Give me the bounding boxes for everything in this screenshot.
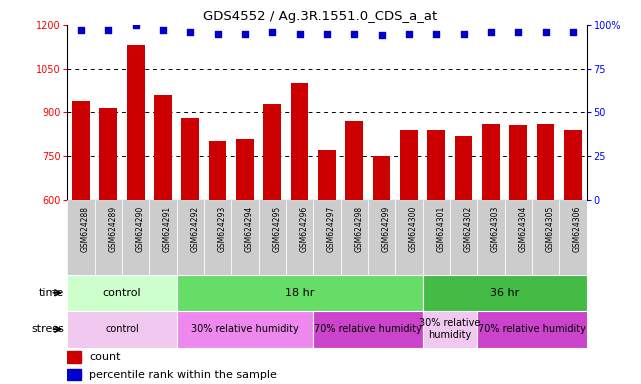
Text: GSM624290: GSM624290 [136,206,145,252]
Bar [154,95,172,200]
Bar [122,200,149,275]
Point [513,29,523,35]
Bar [149,200,177,275]
Text: 30% relative humidity: 30% relative humidity [191,324,299,334]
Text: GSM624300: GSM624300 [409,206,418,252]
Bar [291,83,308,200]
Text: 30% relative
humidity: 30% relative humidity [419,318,481,340]
Bar [318,150,336,200]
Text: GSM624306: GSM624306 [573,206,582,252]
Bar [450,200,477,275]
Bar [67,311,177,348]
Text: GSM624288: GSM624288 [81,206,90,252]
Point [267,29,278,35]
Text: GSM624301: GSM624301 [437,206,445,252]
Bar [236,139,254,200]
Text: 18 hr: 18 hr [285,288,314,298]
Text: GSM624298: GSM624298 [354,206,363,252]
Bar [537,124,554,200]
Bar [67,369,81,380]
Point [322,31,332,37]
Bar [428,130,445,200]
Text: GSM624289: GSM624289 [108,206,117,252]
Text: stress: stress [31,324,64,334]
Bar [127,45,144,200]
Bar [177,200,204,275]
Bar [209,141,226,200]
Bar [504,200,532,275]
Bar [67,275,177,311]
Point [212,31,222,37]
Bar [99,108,117,200]
Bar [313,200,340,275]
Bar [181,118,199,200]
Bar [477,200,504,275]
Text: 36 hr: 36 hr [490,288,519,298]
Bar [422,200,450,275]
Bar [400,130,418,200]
Point [131,22,141,28]
Bar [422,275,587,311]
Text: GSM624303: GSM624303 [491,206,500,252]
Bar [286,200,313,275]
Point [76,27,86,33]
Text: GSM624295: GSM624295 [272,206,281,252]
Bar [532,200,559,275]
Text: GSM624302: GSM624302 [463,206,472,252]
Point [486,29,496,35]
Text: GSM624292: GSM624292 [190,206,199,252]
Point [431,31,442,37]
Bar [340,200,368,275]
Bar [231,200,258,275]
Bar [67,200,95,275]
Bar [345,121,363,200]
Bar [313,311,422,348]
Point [568,29,578,35]
Point [185,29,196,35]
Point [294,31,304,37]
Text: GDS4552 / Ag.3R.1551.0_CDS_a_at: GDS4552 / Ag.3R.1551.0_CDS_a_at [203,10,438,23]
Point [158,27,168,33]
Bar [258,200,286,275]
Bar [177,311,313,348]
Bar [204,200,231,275]
Text: GSM624304: GSM624304 [518,206,527,252]
Bar [72,101,90,200]
Text: control: control [105,324,139,334]
Bar [510,126,527,200]
Text: GSM624296: GSM624296 [299,206,308,252]
Bar [454,136,472,200]
Text: GSM624299: GSM624299 [381,206,390,252]
Text: GSM624305: GSM624305 [545,206,554,252]
Point [103,27,113,33]
Text: time: time [39,288,64,298]
Point [540,29,551,35]
Point [240,31,250,37]
Bar [395,200,422,275]
Bar [67,351,81,363]
Text: percentile rank within the sample: percentile rank within the sample [89,369,277,379]
Point [349,31,360,37]
Bar [177,275,422,311]
Bar [482,124,500,200]
Bar [372,156,390,200]
Text: 70% relative humidity: 70% relative humidity [478,324,586,334]
Text: count: count [89,352,121,362]
Text: GSM624291: GSM624291 [163,206,172,252]
Bar [95,200,122,275]
Text: 70% relative humidity: 70% relative humidity [314,324,422,334]
Text: control: control [103,288,141,298]
Point [376,32,387,38]
Text: GSM624294: GSM624294 [245,206,254,252]
Bar [368,200,395,275]
Text: GSM624297: GSM624297 [327,206,336,252]
Point [458,31,469,37]
Bar [263,104,281,200]
Bar [559,200,587,275]
Text: GSM624293: GSM624293 [217,206,227,252]
Point [404,31,414,37]
Bar [564,130,582,200]
Bar [477,311,587,348]
Bar [422,311,477,348]
